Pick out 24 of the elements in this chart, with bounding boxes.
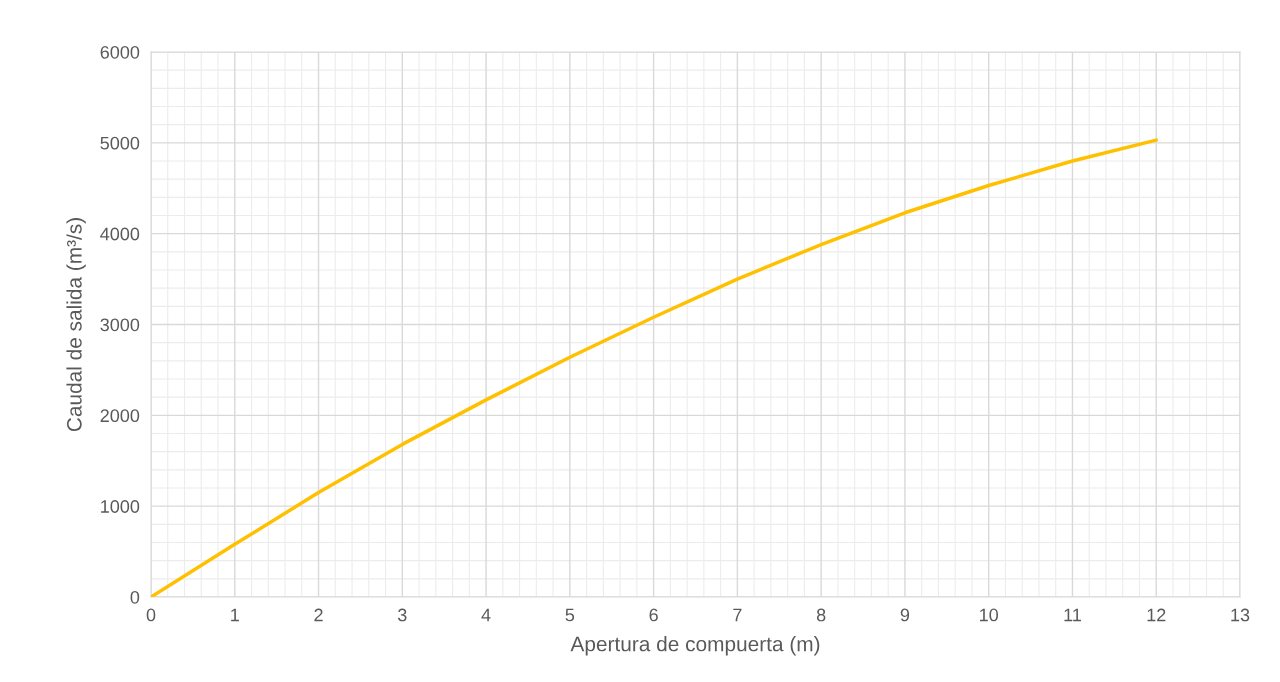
- y-tick-label: 1000: [101, 500, 140, 513]
- x-tick-label: 1: [231, 608, 239, 622]
- line-series: [151, 138, 1158, 597]
- x-tick-label: 11: [1064, 608, 1081, 622]
- x-tick-label: 13: [1231, 608, 1250, 622]
- x-tick-label: 7: [733, 608, 742, 622]
- y-tick-label: 2000: [100, 409, 140, 423]
- x-tick-label: 10: [980, 608, 999, 622]
- x-tick-label: 4: [481, 608, 491, 622]
- x-tick-label: 2: [314, 608, 323, 622]
- x-axis-title: Apertura de compuerta (m): [570, 636, 820, 656]
- x-tick-label: 3: [397, 608, 407, 622]
- x-tick-label: 9: [900, 608, 910, 622]
- y-tick-label: 5000: [100, 136, 140, 150]
- y-axis-title: Caudal de salida (m³/s): [66, 218, 86, 432]
- y-tick-label: 6000: [100, 45, 140, 59]
- y-tick-label: 0: [130, 590, 140, 604]
- x-tick-label: 5: [565, 608, 575, 622]
- y-tick-label: 3000: [100, 318, 140, 332]
- x-tick-label: 8: [816, 608, 826, 622]
- y-tick-label: 4000: [100, 227, 140, 241]
- x-tick-label: 12: [1147, 608, 1166, 622]
- x-tick-label: 6: [649, 608, 658, 622]
- x-tick-label: 0: [146, 608, 156, 622]
